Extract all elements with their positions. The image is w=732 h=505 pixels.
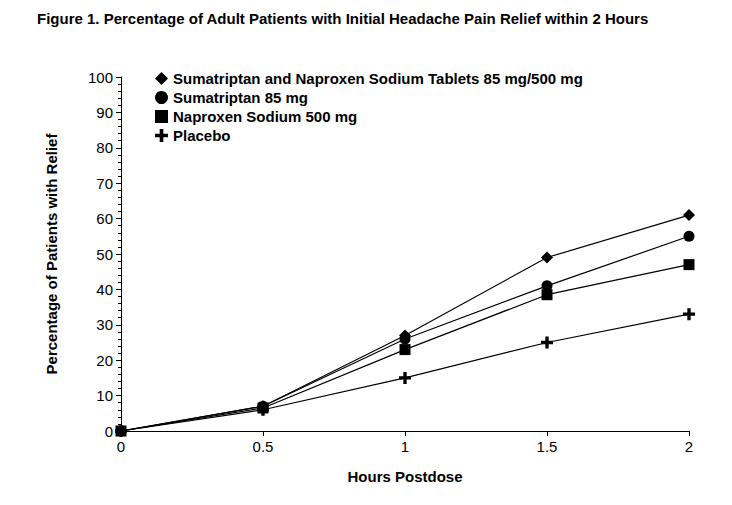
svg-text:0: 0 [117, 438, 125, 455]
svg-text:Hours Postdose: Hours Postdose [347, 468, 462, 485]
svg-text:1.5: 1.5 [537, 438, 558, 455]
svg-text:60: 60 [96, 210, 113, 227]
svg-text:0.5: 0.5 [253, 438, 274, 455]
svg-text:2: 2 [685, 438, 693, 455]
svg-text:0: 0 [105, 423, 113, 440]
svg-text:Naproxen Sodium 500 mg: Naproxen Sodium 500 mg [173, 108, 357, 125]
svg-text:90: 90 [96, 104, 113, 121]
svg-text:40: 40 [96, 281, 113, 298]
svg-text:Percentage of Patients with Re: Percentage of Patients with Relief [43, 133, 60, 375]
svg-text:50: 50 [96, 246, 113, 263]
svg-text:Sumatriptan and Naproxen Sodiu: Sumatriptan and Naproxen Sodium Tablets … [173, 70, 583, 87]
svg-text:30: 30 [96, 316, 113, 333]
svg-text:Figure 1. Percentage of Adult: Figure 1. Percentage of Adult Patients w… [37, 10, 648, 27]
svg-text:20: 20 [96, 352, 113, 369]
svg-text:100: 100 [88, 69, 113, 86]
svg-text:Placebo: Placebo [173, 127, 231, 144]
svg-text:1: 1 [401, 438, 409, 455]
svg-text:10: 10 [96, 387, 113, 404]
svg-text:70: 70 [96, 175, 113, 192]
svg-text:Sumatriptan 85 mg: Sumatriptan 85 mg [173, 89, 308, 106]
svg-text:80: 80 [96, 139, 113, 156]
